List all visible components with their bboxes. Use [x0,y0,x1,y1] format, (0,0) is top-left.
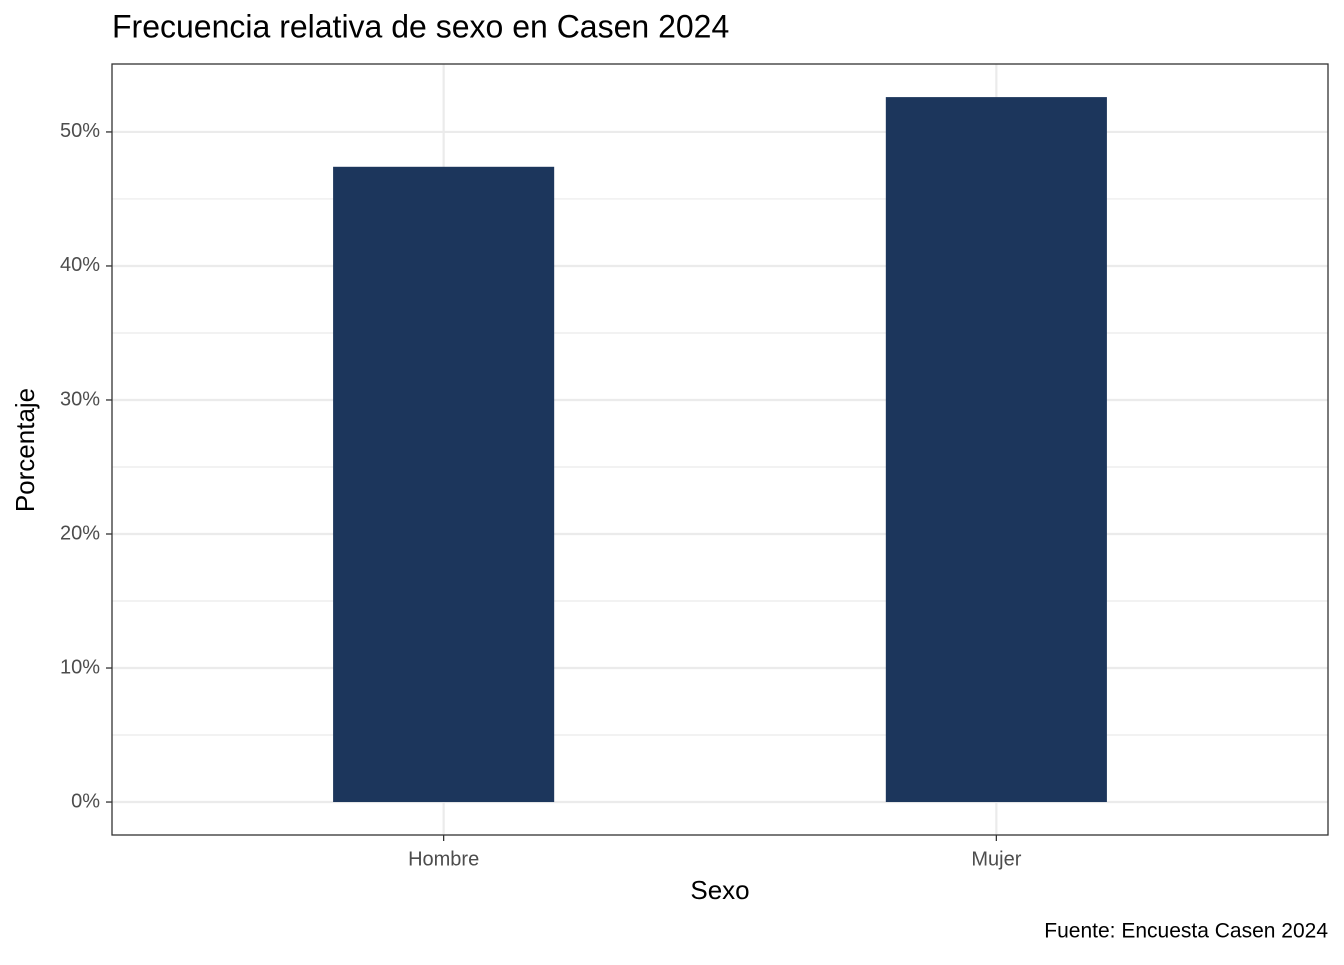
marks [333,97,1107,803]
y-axis-title: Porcentaje [10,388,40,512]
chart-title: Frecuencia relativa de sexo en Casen 202… [112,8,729,44]
x-axis-title: Sexo [690,875,749,905]
y-tick-label: 50% [60,120,100,142]
x-tick-label: Hombre [408,848,479,870]
y-tick-label: 0% [71,790,100,812]
y-tick-label: 10% [60,656,100,678]
bar [885,97,1107,803]
y-tick-label: 30% [60,388,100,410]
bar [333,166,555,803]
y-tick-label: 20% [60,522,100,544]
x-tick-label: Mujer [971,848,1021,870]
caption: Fuente: Encuesta Casen 2024 [1044,920,1328,943]
panel-border [111,63,1329,836]
y-tick-label: 40% [60,254,100,276]
